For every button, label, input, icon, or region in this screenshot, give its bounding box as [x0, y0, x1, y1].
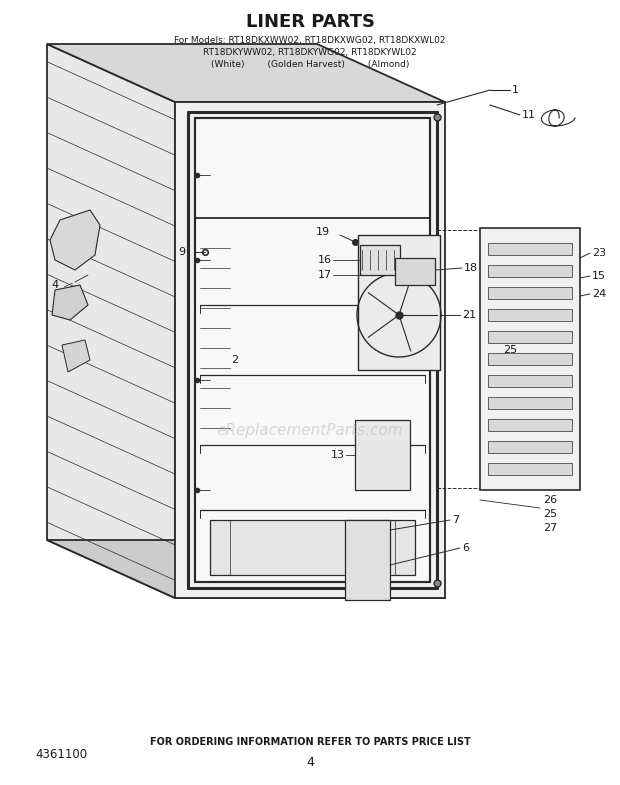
Text: 6: 6 [462, 543, 469, 553]
Text: 4: 4 [306, 755, 314, 769]
Text: 25: 25 [503, 345, 517, 355]
Polygon shape [50, 210, 100, 270]
Polygon shape [360, 245, 400, 275]
Text: 4361100: 4361100 [35, 749, 87, 761]
Polygon shape [488, 463, 572, 475]
Polygon shape [488, 353, 572, 365]
Text: (White)        (Golden Harvest)        (Almond): (White) (Golden Harvest) (Almond) [211, 60, 409, 68]
Polygon shape [47, 540, 445, 598]
Polygon shape [62, 340, 90, 372]
Text: 15: 15 [592, 271, 606, 281]
Polygon shape [395, 258, 435, 285]
Polygon shape [488, 419, 572, 431]
Polygon shape [488, 309, 572, 321]
Text: 26: 26 [543, 495, 557, 505]
Text: 16: 16 [318, 255, 332, 265]
Polygon shape [488, 287, 572, 299]
Polygon shape [488, 441, 572, 453]
Text: 23: 23 [592, 248, 606, 258]
Polygon shape [345, 520, 390, 600]
Polygon shape [47, 44, 175, 598]
Polygon shape [488, 397, 572, 409]
Polygon shape [355, 420, 410, 490]
Text: 21: 21 [462, 310, 476, 320]
Text: RT18DKYWW02, RT18DKYWG02, RT18DKYWL02: RT18DKYWW02, RT18DKYWG02, RT18DKYWL02 [203, 48, 417, 57]
Polygon shape [195, 118, 430, 582]
Text: 27: 27 [543, 523, 557, 533]
Polygon shape [358, 235, 440, 370]
Text: 4: 4 [51, 280, 58, 290]
Text: 11: 11 [522, 110, 536, 120]
Polygon shape [47, 44, 445, 102]
Text: 2: 2 [231, 355, 239, 365]
Text: LINER PARTS: LINER PARTS [246, 13, 374, 31]
Polygon shape [488, 243, 572, 255]
Polygon shape [210, 520, 415, 575]
Polygon shape [480, 228, 580, 490]
Text: 24: 24 [592, 289, 606, 299]
Polygon shape [175, 102, 445, 598]
Text: 19: 19 [316, 227, 330, 237]
Text: eReplacementParts.com: eReplacementParts.com [216, 422, 404, 437]
Text: For Models: RT18DKXWW02, RT18DKXWG02, RT18DKXWL02: For Models: RT18DKXWW02, RT18DKXWG02, RT… [174, 35, 446, 45]
Text: 7: 7 [452, 515, 459, 525]
Polygon shape [52, 285, 88, 320]
Polygon shape [488, 375, 572, 387]
Polygon shape [488, 265, 572, 277]
Polygon shape [488, 331, 572, 343]
Text: 25: 25 [543, 509, 557, 519]
Text: 18: 18 [464, 263, 478, 273]
Text: 17: 17 [318, 270, 332, 280]
Text: 9: 9 [178, 247, 185, 257]
Text: 13: 13 [331, 450, 345, 460]
Text: 1: 1 [512, 85, 519, 95]
Text: FOR ORDERING INFORMATION REFER TO PARTS PRICE LIST: FOR ORDERING INFORMATION REFER TO PARTS … [149, 737, 471, 747]
